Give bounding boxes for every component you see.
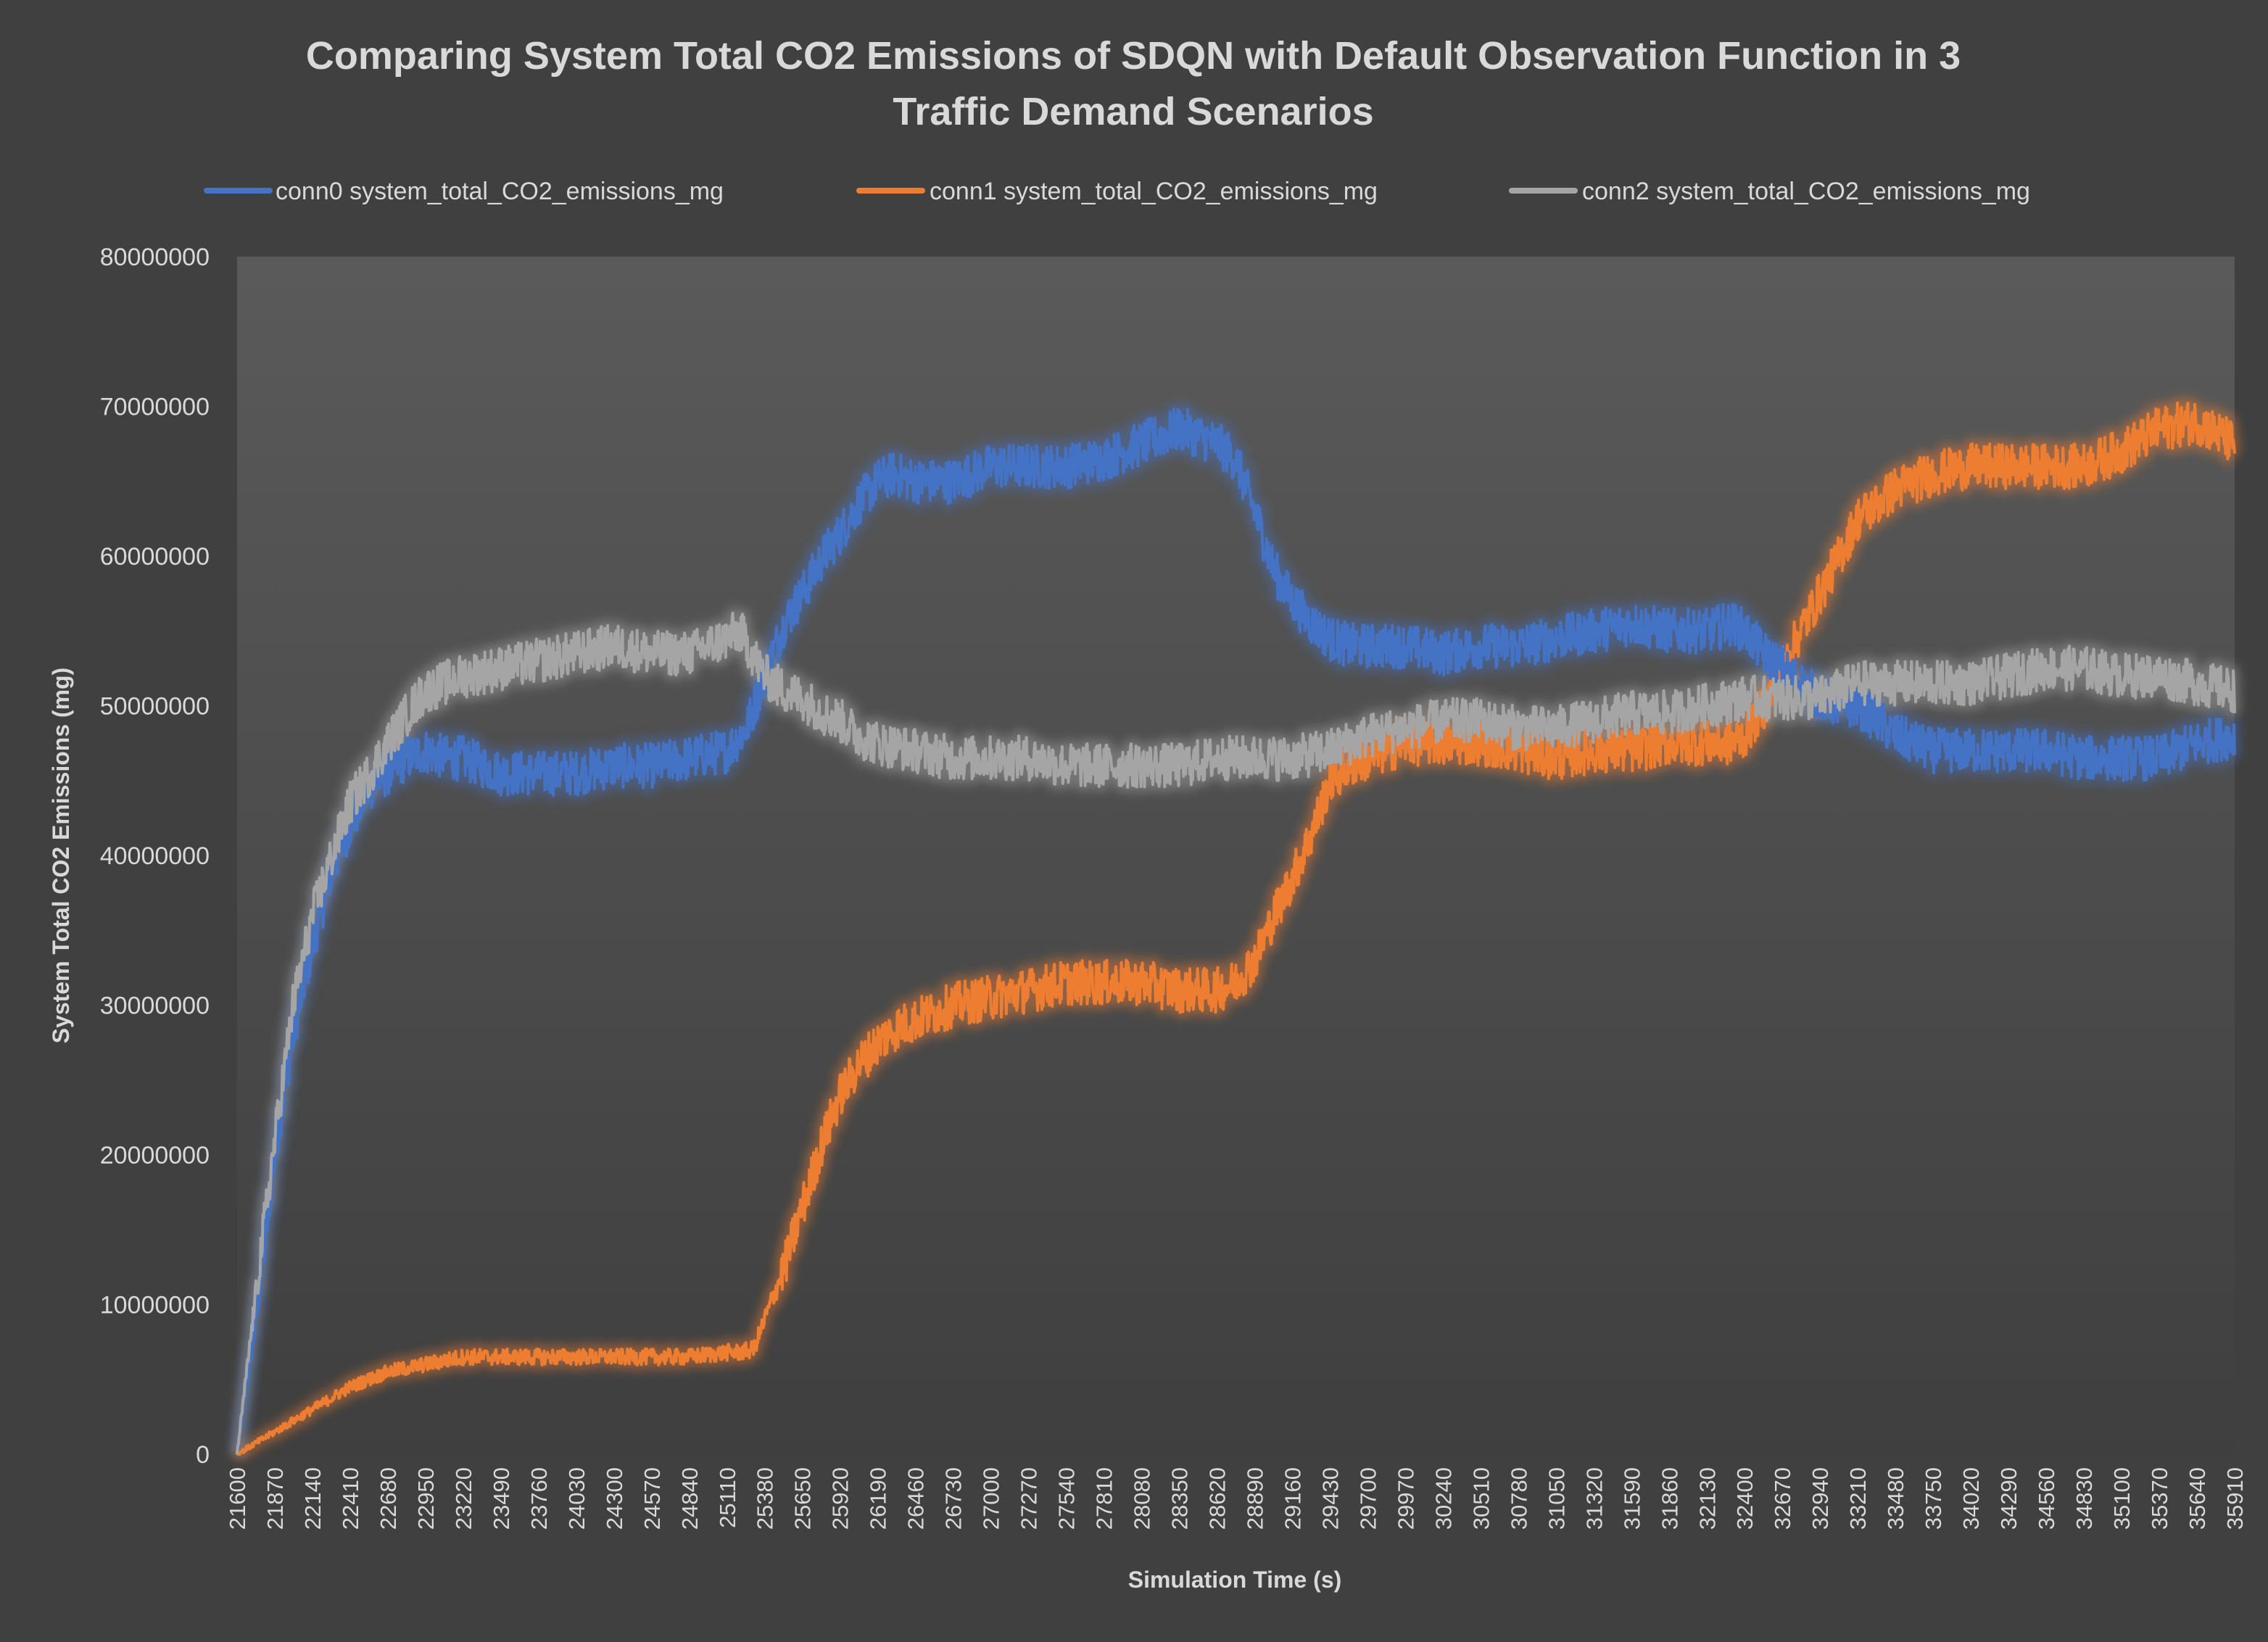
x-tick-label: 26460 — [903, 1467, 929, 1530]
series-line-conn0 — [236, 407, 2236, 1454]
x-tick-label: 23760 — [526, 1467, 552, 1530]
y-tick-label: 80000000 — [100, 244, 210, 271]
x-tick-label: 35370 — [2147, 1467, 2172, 1530]
x-tick-label: 31590 — [1619, 1467, 1644, 1530]
x-tick-label: 21870 — [262, 1467, 288, 1530]
x-tick-label: 24030 — [564, 1467, 589, 1530]
series-layer — [231, 397, 2240, 1460]
x-tick-label: 35910 — [2222, 1467, 2248, 1530]
x-tick-label: 34830 — [2072, 1467, 2097, 1530]
plot-area — [237, 257, 2235, 1454]
legend-label-conn1: conn1 system_total_CO2_emissions_mg — [930, 178, 1378, 205]
y-axis-title: System Total CO2 Emissions (mg) — [48, 668, 74, 1044]
x-tick-label: 33480 — [1883, 1467, 1908, 1530]
y-axis-ticks: 0 10000000 20000000 30000000 40000000 5000000… — [100, 244, 210, 1469]
x-tick-label: 24840 — [677, 1467, 703, 1530]
x-tick-label: 32130 — [1694, 1467, 1720, 1530]
x-tick-label: 23220 — [451, 1467, 476, 1530]
chart-title: Comparing System Total CO2 Emissions of … — [306, 34, 1961, 133]
x-tick-label: 35640 — [2185, 1467, 2210, 1530]
x-tick-label: 32670 — [1770, 1467, 1795, 1530]
x-tick-label: 27000 — [979, 1467, 1004, 1530]
legend-item-conn2[interactable]: conn2 system_total_CO2_emissions_mg — [1509, 178, 2030, 205]
x-tick-label: 22680 — [376, 1467, 401, 1530]
x-tick-label: 30240 — [1431, 1467, 1456, 1530]
x-tick-label: 29970 — [1393, 1467, 1418, 1530]
x-tick-label: 31050 — [1544, 1467, 1569, 1530]
x-tick-label: 24300 — [602, 1467, 627, 1530]
chart-title-line-2: Traffic Demand Scenarios — [893, 90, 1373, 133]
y-tick-label: 0 — [196, 1441, 210, 1469]
chart-title-line-1: Comparing System Total CO2 Emissions of … — [306, 34, 1961, 78]
x-tick-label: 27270 — [1017, 1467, 1042, 1530]
x-axis-title: Simulation Time (s) — [1128, 1567, 1342, 1593]
x-tick-label: 30510 — [1468, 1467, 1494, 1530]
x-tick-label: 25380 — [753, 1467, 778, 1530]
x-tick-label: 32400 — [1732, 1467, 1758, 1530]
legend-item-conn0[interactable]: conn0 system_total_CO2_emissions_mg — [204, 178, 724, 205]
x-tick-label: 34020 — [1958, 1467, 1984, 1530]
x-tick-label: 27810 — [1092, 1467, 1117, 1530]
x-tick-label: 22410 — [338, 1467, 363, 1530]
x-tick-label: 33210 — [1845, 1467, 1871, 1530]
x-axis-ticks: 21600 21870 22140 22410 22680 22950 23220 23490… — [225, 1467, 2248, 1530]
x-tick-label: 28890 — [1242, 1467, 1267, 1530]
x-tick-label: 29700 — [1355, 1467, 1381, 1530]
x-tick-label: 34560 — [2034, 1467, 2059, 1530]
y-tick-label: 20000000 — [100, 1142, 210, 1169]
x-tick-label: 22140 — [300, 1467, 326, 1530]
y-tick-label: 40000000 — [100, 842, 210, 870]
x-tick-label: 24570 — [640, 1467, 665, 1530]
x-tick-label: 32940 — [1808, 1467, 1833, 1530]
x-tick-label: 28350 — [1167, 1467, 1193, 1530]
legend: conn0 system_total_CO2_emissions_mg conn… — [204, 178, 2030, 205]
x-tick-label: 29430 — [1317, 1467, 1343, 1530]
legend-label-conn0: conn0 system_total_CO2_emissions_mg — [276, 178, 724, 205]
x-tick-label: 28620 — [1205, 1467, 1230, 1530]
x-tick-label: 31320 — [1581, 1467, 1607, 1530]
x-tick-label: 31860 — [1657, 1467, 1682, 1530]
x-tick-label: 34290 — [1996, 1467, 2021, 1530]
x-tick-label: 33750 — [1921, 1467, 1946, 1530]
y-tick-label: 10000000 — [100, 1292, 210, 1319]
y-tick-label: 30000000 — [100, 992, 210, 1020]
x-tick-label: 29160 — [1280, 1467, 1305, 1530]
x-tick-label: 27540 — [1054, 1467, 1080, 1530]
legend-label-conn2: conn2 system_total_CO2_emissions_mg — [1582, 178, 2030, 205]
x-tick-label: 30780 — [1506, 1467, 1531, 1530]
y-tick-label: 70000000 — [100, 394, 210, 421]
x-tick-label: 35100 — [2109, 1467, 2135, 1530]
x-tick-label: 25920 — [828, 1467, 853, 1530]
x-tick-label: 25650 — [790, 1467, 816, 1530]
x-tick-label: 25110 — [715, 1467, 740, 1528]
series-line-conn1 — [236, 401, 2236, 1456]
x-tick-label: 28080 — [1130, 1467, 1155, 1530]
x-tick-label: 22950 — [413, 1467, 439, 1530]
y-tick-label: 50000000 — [100, 693, 210, 721]
x-tick-label: 21600 — [225, 1467, 250, 1530]
x-tick-label: 23490 — [489, 1467, 514, 1530]
y-tick-label: 60000000 — [100, 543, 210, 571]
x-tick-label: 26730 — [941, 1467, 967, 1530]
legend-item-conn1[interactable]: conn1 system_total_CO2_emissions_mg — [856, 178, 1378, 205]
x-tick-label: 26190 — [866, 1467, 891, 1530]
series-line-conn2 — [236, 611, 2236, 1455]
